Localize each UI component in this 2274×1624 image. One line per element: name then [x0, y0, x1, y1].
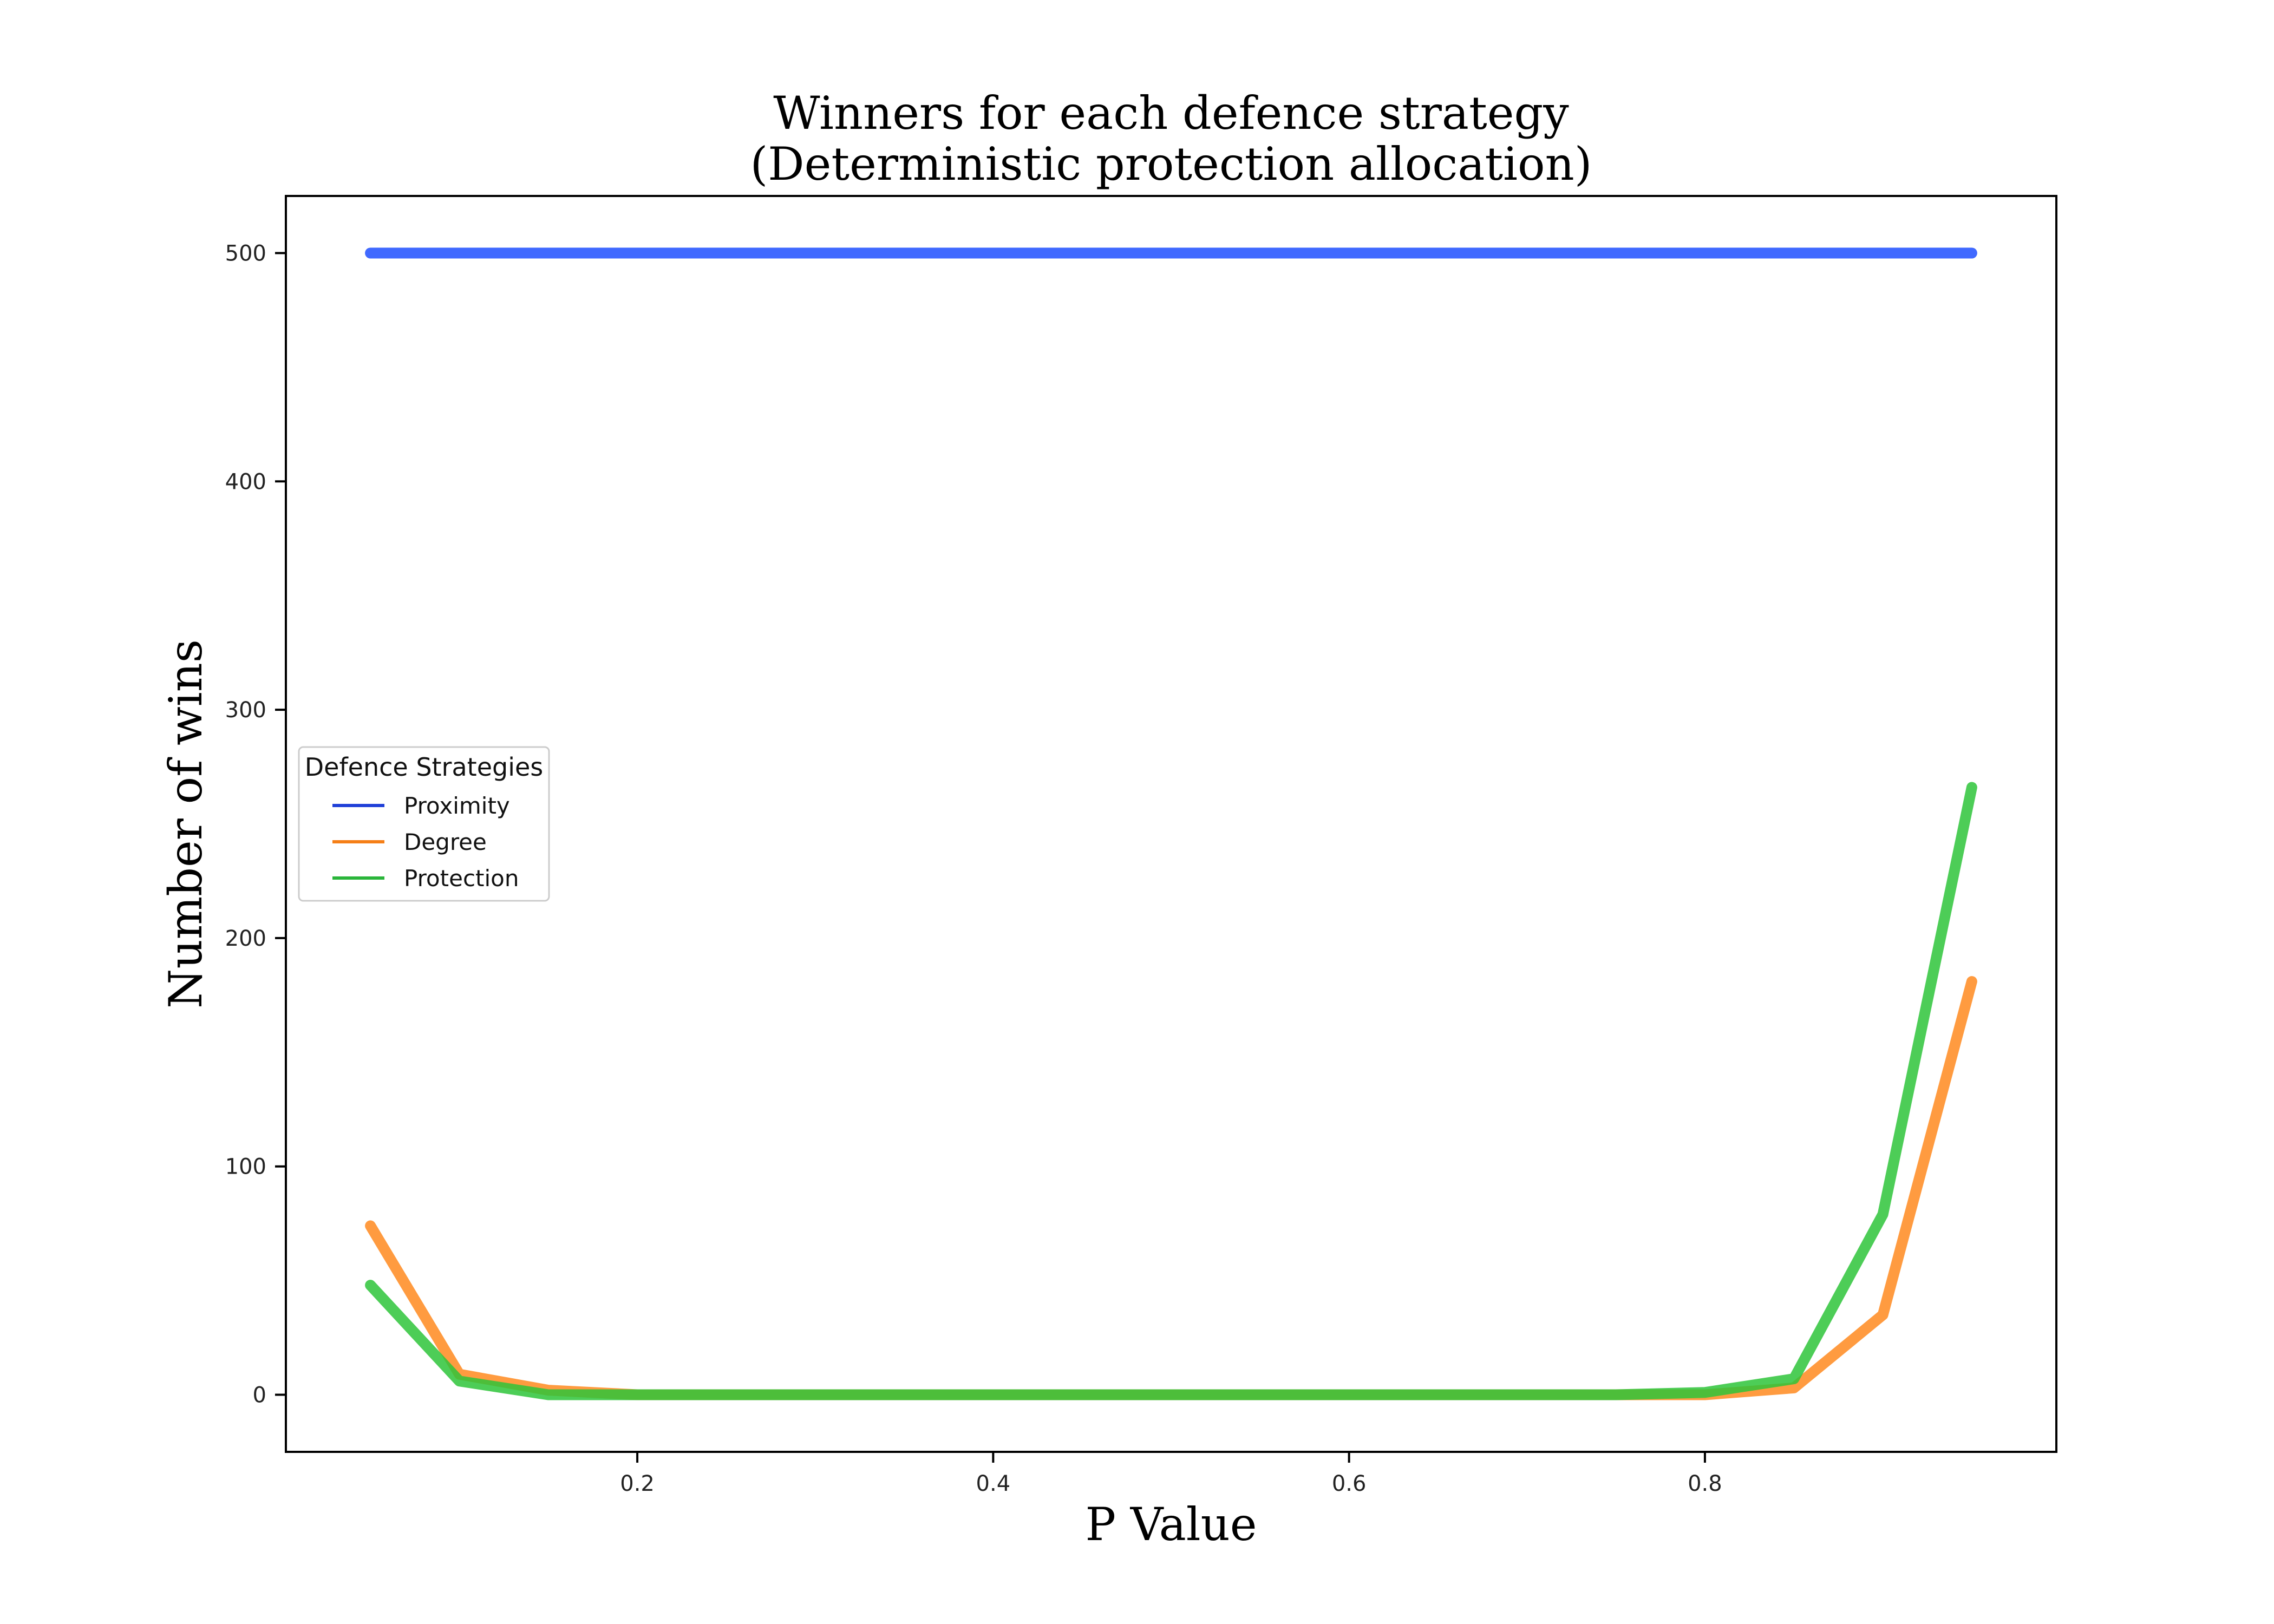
y-axis-label: Number of wins	[159, 639, 212, 1009]
y-tick-label: 100	[225, 1155, 266, 1180]
legend-label-degree: Degree	[404, 829, 487, 855]
x-tick-label: 0.6	[1332, 1471, 1367, 1496]
series-line-degree	[365, 976, 1977, 1400]
legend-label-proximity: Proximity	[404, 793, 510, 819]
plot-area-frame	[285, 195, 2057, 1453]
axis-ticks: 0.2 0.4 0.6 0.8 0 100 200 300 400 500	[225, 241, 1722, 1496]
x-tick-label: 0.4	[976, 1471, 1011, 1496]
chart-title: Winners for each defence strategy	[773, 87, 1569, 140]
x-tick-label: 0.8	[1688, 1471, 1722, 1496]
x-tick-label: 0.2	[620, 1471, 655, 1496]
y-tick-label: 200	[225, 926, 266, 951]
legend: Defence Strategies Proximity Degree Protec…	[298, 746, 550, 902]
y-tick-label: 0	[253, 1383, 266, 1408]
series-line-protection	[365, 782, 1977, 1400]
series-lines	[365, 247, 1977, 1400]
y-tick-label: 300	[225, 698, 266, 723]
chart-subtitle: (Deterministic protection allocation)	[750, 137, 1592, 191]
legend-entries: Proximity Degree Protection	[332, 793, 519, 892]
x-axis-label: P Value	[1086, 1498, 1257, 1551]
y-tick-label: 500	[225, 241, 266, 266]
legend-label-protection: Protection	[404, 865, 519, 892]
y-tick-label: 400	[225, 469, 266, 494]
legend-box	[298, 746, 550, 902]
legend-title: Defence Strategies	[305, 752, 544, 782]
